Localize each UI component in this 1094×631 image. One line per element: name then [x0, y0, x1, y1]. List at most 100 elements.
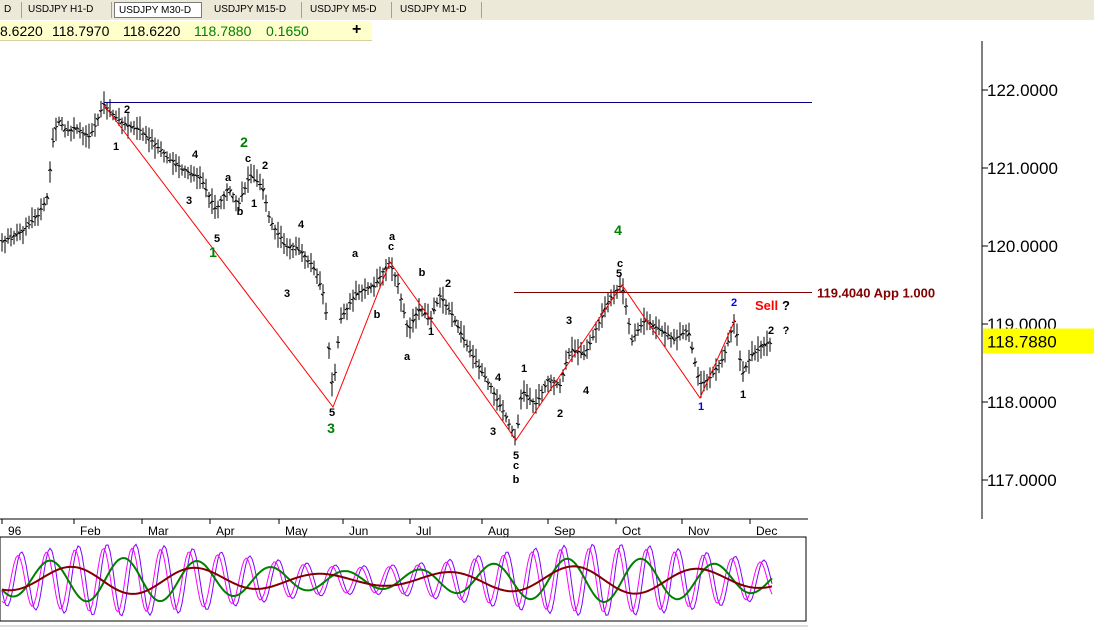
- ohlc-bar-open-tick: [125, 124, 129, 128]
- tab-usdjpy-m15[interactable]: USDJPY M15-D: [210, 2, 302, 18]
- ohlc-bar-close-tick: [445, 304, 449, 307]
- ohlc-bar-open-tick: [371, 284, 375, 288]
- ohlc-bar-close-tick: [766, 341, 770, 345]
- ohlc-bar-close-tick: [58, 119, 62, 124]
- ohlc-bar-close-tick: [433, 308, 437, 312]
- ohlc-bar-close-tick: [580, 351, 584, 356]
- ohlc-bar-close-tick: [628, 323, 632, 326]
- ohlc-bar-open-tick: [719, 359, 723, 362]
- ohlc-bar-open-tick: [86, 135, 90, 138]
- ohlc-bar-open-tick: [464, 343, 468, 346]
- ohlc-bar-open-tick: [311, 266, 315, 270]
- ohlc-bar-close-tick: [331, 380, 335, 383]
- ohlc-bar-close-tick: [493, 391, 497, 396]
- ohlc-bar-close-tick: [730, 330, 734, 334]
- ohlc-bar-open-tick: [665, 335, 669, 338]
- wave-label: 3: [490, 426, 496, 438]
- wave-label: b: [513, 474, 520, 486]
- ohlc-bar-open-tick: [191, 173, 195, 177]
- tab-usdjpy-m5[interactable]: USDJPY M5-D: [306, 2, 392, 18]
- ohlc-bar-open-tick: [767, 341, 771, 343]
- ohlc-bar-open-tick: [131, 125, 135, 128]
- ohlc-bar-close-tick: [94, 125, 98, 127]
- ohlc-bar-close-tick: [379, 275, 383, 278]
- ohlc-bar-close-tick: [43, 202, 47, 206]
- oscillator-line: [1, 556, 773, 604]
- ohlc-bar-close-tick: [673, 339, 677, 342]
- tab-usdjpy-m1[interactable]: USDJPY M1-D: [396, 2, 482, 18]
- oscillator-line: [1, 565, 773, 595]
- ohlc-bar-open-tick: [560, 372, 564, 376]
- ohlc-bar-open-tick: [677, 335, 681, 338]
- ohlc-bar-close-tick: [157, 146, 161, 149]
- wave-label: 5: [214, 233, 220, 245]
- ohlc-bar-close-tick: [82, 132, 86, 135]
- ohlc-bar-open-tick: [185, 169, 189, 173]
- ohlc-bar-open-tick: [269, 223, 273, 227]
- ohlc-bar-open-tick: [425, 318, 429, 320]
- ohlc-bar-open-tick: [362, 288, 366, 291]
- ohlc-bar-close-tick: [145, 135, 149, 139]
- tab-d[interactable]: D: [0, 2, 22, 18]
- ohlc-bar-open-tick: [254, 179, 258, 183]
- ohlc-bar-close-tick: [412, 318, 416, 324]
- ohlc-bar-open-tick: [80, 131, 84, 134]
- ohlc-bar-close-tick: [532, 400, 536, 403]
- ohlc-bar-close-tick: [130, 126, 134, 129]
- ohlc-bar-open-tick: [434, 300, 438, 304]
- wave-label: 2: [731, 297, 737, 309]
- oscillator-line: [1, 547, 773, 613]
- ohlc-bar-close-tick: [391, 267, 395, 270]
- ohlc-bar-close-tick: [742, 371, 746, 374]
- ohlc-bar-open-tick: [422, 311, 426, 316]
- ohlc-bar-open-tick: [77, 130, 81, 133]
- ohlc-bar-open-tick: [671, 337, 675, 341]
- wave-label: 4: [583, 385, 590, 397]
- ohlc-bar-open-tick: [347, 301, 351, 304]
- ohlc-bar-open-tick: [68, 129, 72, 132]
- open-value: 8.6220: [0, 23, 43, 39]
- ohlc-bar-open-tick: [281, 241, 285, 245]
- ohlc-bar-open-tick: [389, 265, 393, 269]
- sell-label: Sell: [755, 298, 778, 313]
- ohlc-bar-close-tick: [22, 229, 26, 232]
- ohlc-bar-close-tick: [454, 319, 458, 324]
- ohlc-bar-open-tick: [722, 349, 726, 352]
- ohlc-bar-close-tick: [718, 362, 722, 365]
- ohlc-bar-open-tick: [548, 380, 552, 384]
- ohlc-bar-close-tick: [241, 192, 245, 197]
- ohlc-bar-close-tick: [643, 320, 647, 323]
- ohlc-bar-open-tick: [380, 271, 384, 273]
- ohlc-bar-open-tick: [104, 107, 108, 111]
- ohlc-bar-close-tick: [61, 123, 65, 126]
- tab-usdjpy-h1[interactable]: USDJPY H1-D: [24, 2, 112, 18]
- ohlc-bar-close-tick: [97, 116, 101, 120]
- ohlc-bar-open-tick: [545, 378, 549, 382]
- ohlc-bar-open-tick: [533, 403, 537, 405]
- sell-question-mark: ?: [782, 298, 790, 313]
- ohlc-bar-open-tick: [569, 350, 573, 353]
- ohlc-bar-close-tick: [199, 176, 203, 179]
- oscillator-panel: [1, 543, 773, 617]
- ohlc-bar-open-tick: [737, 358, 741, 361]
- ohlc-bar-open-tick: [188, 173, 192, 176]
- ohlc-bar-close-tick: [685, 330, 689, 333]
- ohlc-bar-open-tick: [206, 195, 210, 198]
- ohlc-bar-close-tick: [598, 321, 602, 324]
- ohlc-bar-open-tick: [242, 187, 246, 189]
- price-tick-label: 118.0000: [987, 393, 1057, 412]
- tab-usdjpy-m30[interactable]: USDJPY M30-D: [114, 2, 202, 18]
- ohlc-bar-open-tick: [680, 332, 684, 335]
- ohlc-bar-open-tick: [605, 302, 609, 306]
- ohlc-bar-open-tick: [65, 129, 69, 132]
- ohlc-bar-open-tick: [602, 307, 606, 312]
- ohlc-bar-open-tick: [20, 229, 24, 233]
- ohlc-bar-close-tick: [31, 220, 35, 223]
- ohlc-bar-open-tick: [218, 198, 222, 201]
- ohlc-bar-close-tick: [382, 271, 386, 273]
- ohlc-bar-open-tick: [350, 298, 354, 301]
- ohlc-bar-open-tick: [332, 373, 336, 376]
- add-plus-icon[interactable]: +: [352, 21, 362, 38]
- wave-label: 1: [521, 363, 527, 375]
